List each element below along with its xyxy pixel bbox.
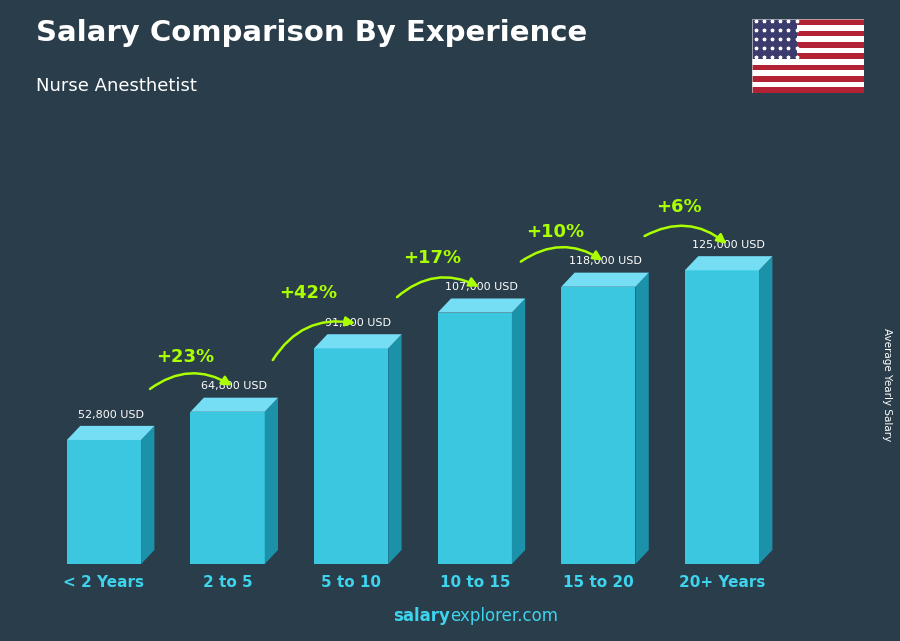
Text: 125,000 USD: 125,000 USD <box>692 240 765 250</box>
Bar <box>752 31 864 37</box>
Polygon shape <box>265 397 278 564</box>
Polygon shape <box>437 299 526 313</box>
Text: Nurse Anesthetist: Nurse Anesthetist <box>36 77 197 95</box>
Text: 118,000 USD: 118,000 USD <box>569 256 642 266</box>
Bar <box>752 81 864 87</box>
Text: explorer.com: explorer.com <box>450 607 558 625</box>
Bar <box>752 87 864 93</box>
Text: +42%: +42% <box>279 285 338 303</box>
Bar <box>752 59 864 65</box>
Text: +10%: +10% <box>526 223 585 241</box>
Polygon shape <box>562 272 649 287</box>
Bar <box>752 19 796 59</box>
Bar <box>752 65 864 71</box>
Polygon shape <box>191 412 265 564</box>
Text: +6%: +6% <box>656 198 702 216</box>
Polygon shape <box>562 287 635 564</box>
Text: Salary Comparison By Experience: Salary Comparison By Experience <box>36 19 587 47</box>
Polygon shape <box>759 256 772 564</box>
Polygon shape <box>388 334 401 564</box>
Bar <box>752 71 864 76</box>
Polygon shape <box>437 313 512 564</box>
Text: 52,800 USD: 52,800 USD <box>77 410 144 419</box>
Polygon shape <box>685 256 772 271</box>
Bar <box>752 37 864 42</box>
Bar <box>752 19 864 25</box>
Polygon shape <box>191 397 278 412</box>
Text: 64,800 USD: 64,800 USD <box>202 381 267 391</box>
Text: +23%: +23% <box>156 348 214 366</box>
Polygon shape <box>512 299 526 564</box>
Bar <box>752 53 864 59</box>
Polygon shape <box>314 348 388 564</box>
Text: +17%: +17% <box>403 249 461 267</box>
Polygon shape <box>67 426 155 440</box>
Polygon shape <box>314 334 401 348</box>
Text: 91,800 USD: 91,800 USD <box>325 318 391 328</box>
Text: 107,000 USD: 107,000 USD <box>445 282 518 292</box>
Polygon shape <box>685 271 759 564</box>
Text: salary: salary <box>393 607 450 625</box>
Polygon shape <box>141 426 155 564</box>
Bar <box>752 76 864 81</box>
Polygon shape <box>67 440 141 564</box>
Text: Average Yearly Salary: Average Yearly Salary <box>881 328 892 441</box>
Bar <box>752 25 864 31</box>
Bar <box>752 47 864 53</box>
Bar <box>752 42 864 47</box>
Polygon shape <box>635 272 649 564</box>
